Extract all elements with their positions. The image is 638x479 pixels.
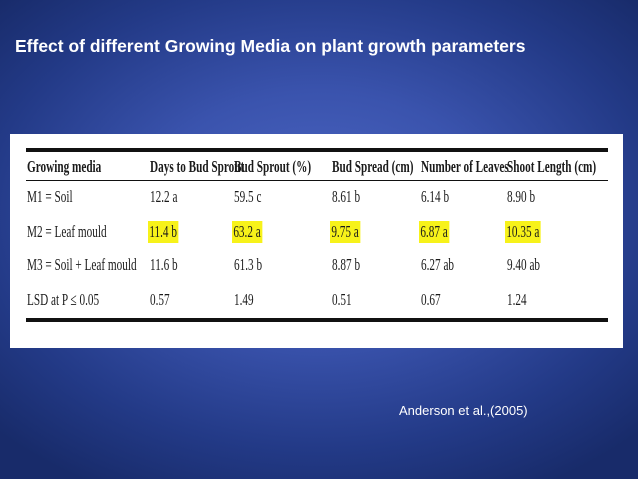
header-growing-media: Growing media [27,157,102,176]
row-lsd-bud-spread: 0.51 [332,290,352,309]
header-shoot-length: Shoot Length (cm) [507,157,597,176]
header-number-of-leaves: Number of Leaves [421,157,509,176]
row-3-bud-sprout: 61.3 b [234,255,263,274]
row-3-growing-media: M3 = Soil + Leaf mould [27,255,137,274]
row-3-bud-spread: 8.87 b [332,255,361,274]
row-3-shoot-length: 9.40 ab [507,255,541,274]
row-3-days-to-bud-sprout: 11.6 b [150,255,178,274]
row-1-bud-sprout: 59.5 c [234,187,262,206]
table-bottom-rule [26,318,608,322]
row-2-days-to-bud-sprout: 11.4 b [148,221,179,243]
row-1-shoot-length: 8.90 b [507,187,536,206]
row-1-bud-spread: 8.61 b [332,187,361,206]
row-1-days-to-bud-sprout: 12.2 a [150,187,178,206]
row-lsd-days-to-bud-sprout: 0.57 [150,290,170,309]
header-days-to-bud-sprout: Days to Bud Sprout [150,157,245,176]
header-bud-spread: Bud Spread (cm) [332,157,414,176]
row-lsd-bud-sprout: 1.49 [234,290,254,309]
row-2-bud-sprout: 63.2 a [232,221,263,243]
row-lsd-shoot-length: 1.24 [507,290,527,309]
row-2-shoot-length: 10.35 a [505,221,541,243]
table-header-rule [26,180,608,181]
table-top-rule [26,148,608,152]
row-lsd-label: LSD at P ≤ 0.05 [27,290,100,309]
row-1-number-of-leaves: 6.14 b [421,187,450,206]
row-lsd-number-of-leaves: 0.67 [421,290,441,309]
row-2-growing-media: M2 = Leaf mould [27,222,107,241]
header-bud-sprout: Bud Sprout (%) [234,157,312,176]
results-table: Growing media Days to Bud Sprout Bud Spr… [10,134,623,348]
slide-title: Effect of different Growing Media on pla… [15,36,526,56]
row-2-bud-spread: 9.75 a [330,221,361,243]
citation: Anderson et al.,(2005) [399,403,528,418]
row-1-growing-media: M1 = Soil [27,187,73,206]
row-2-number-of-leaves: 6.87 a [419,221,450,243]
row-3-number-of-leaves: 6.27 ab [421,255,455,274]
